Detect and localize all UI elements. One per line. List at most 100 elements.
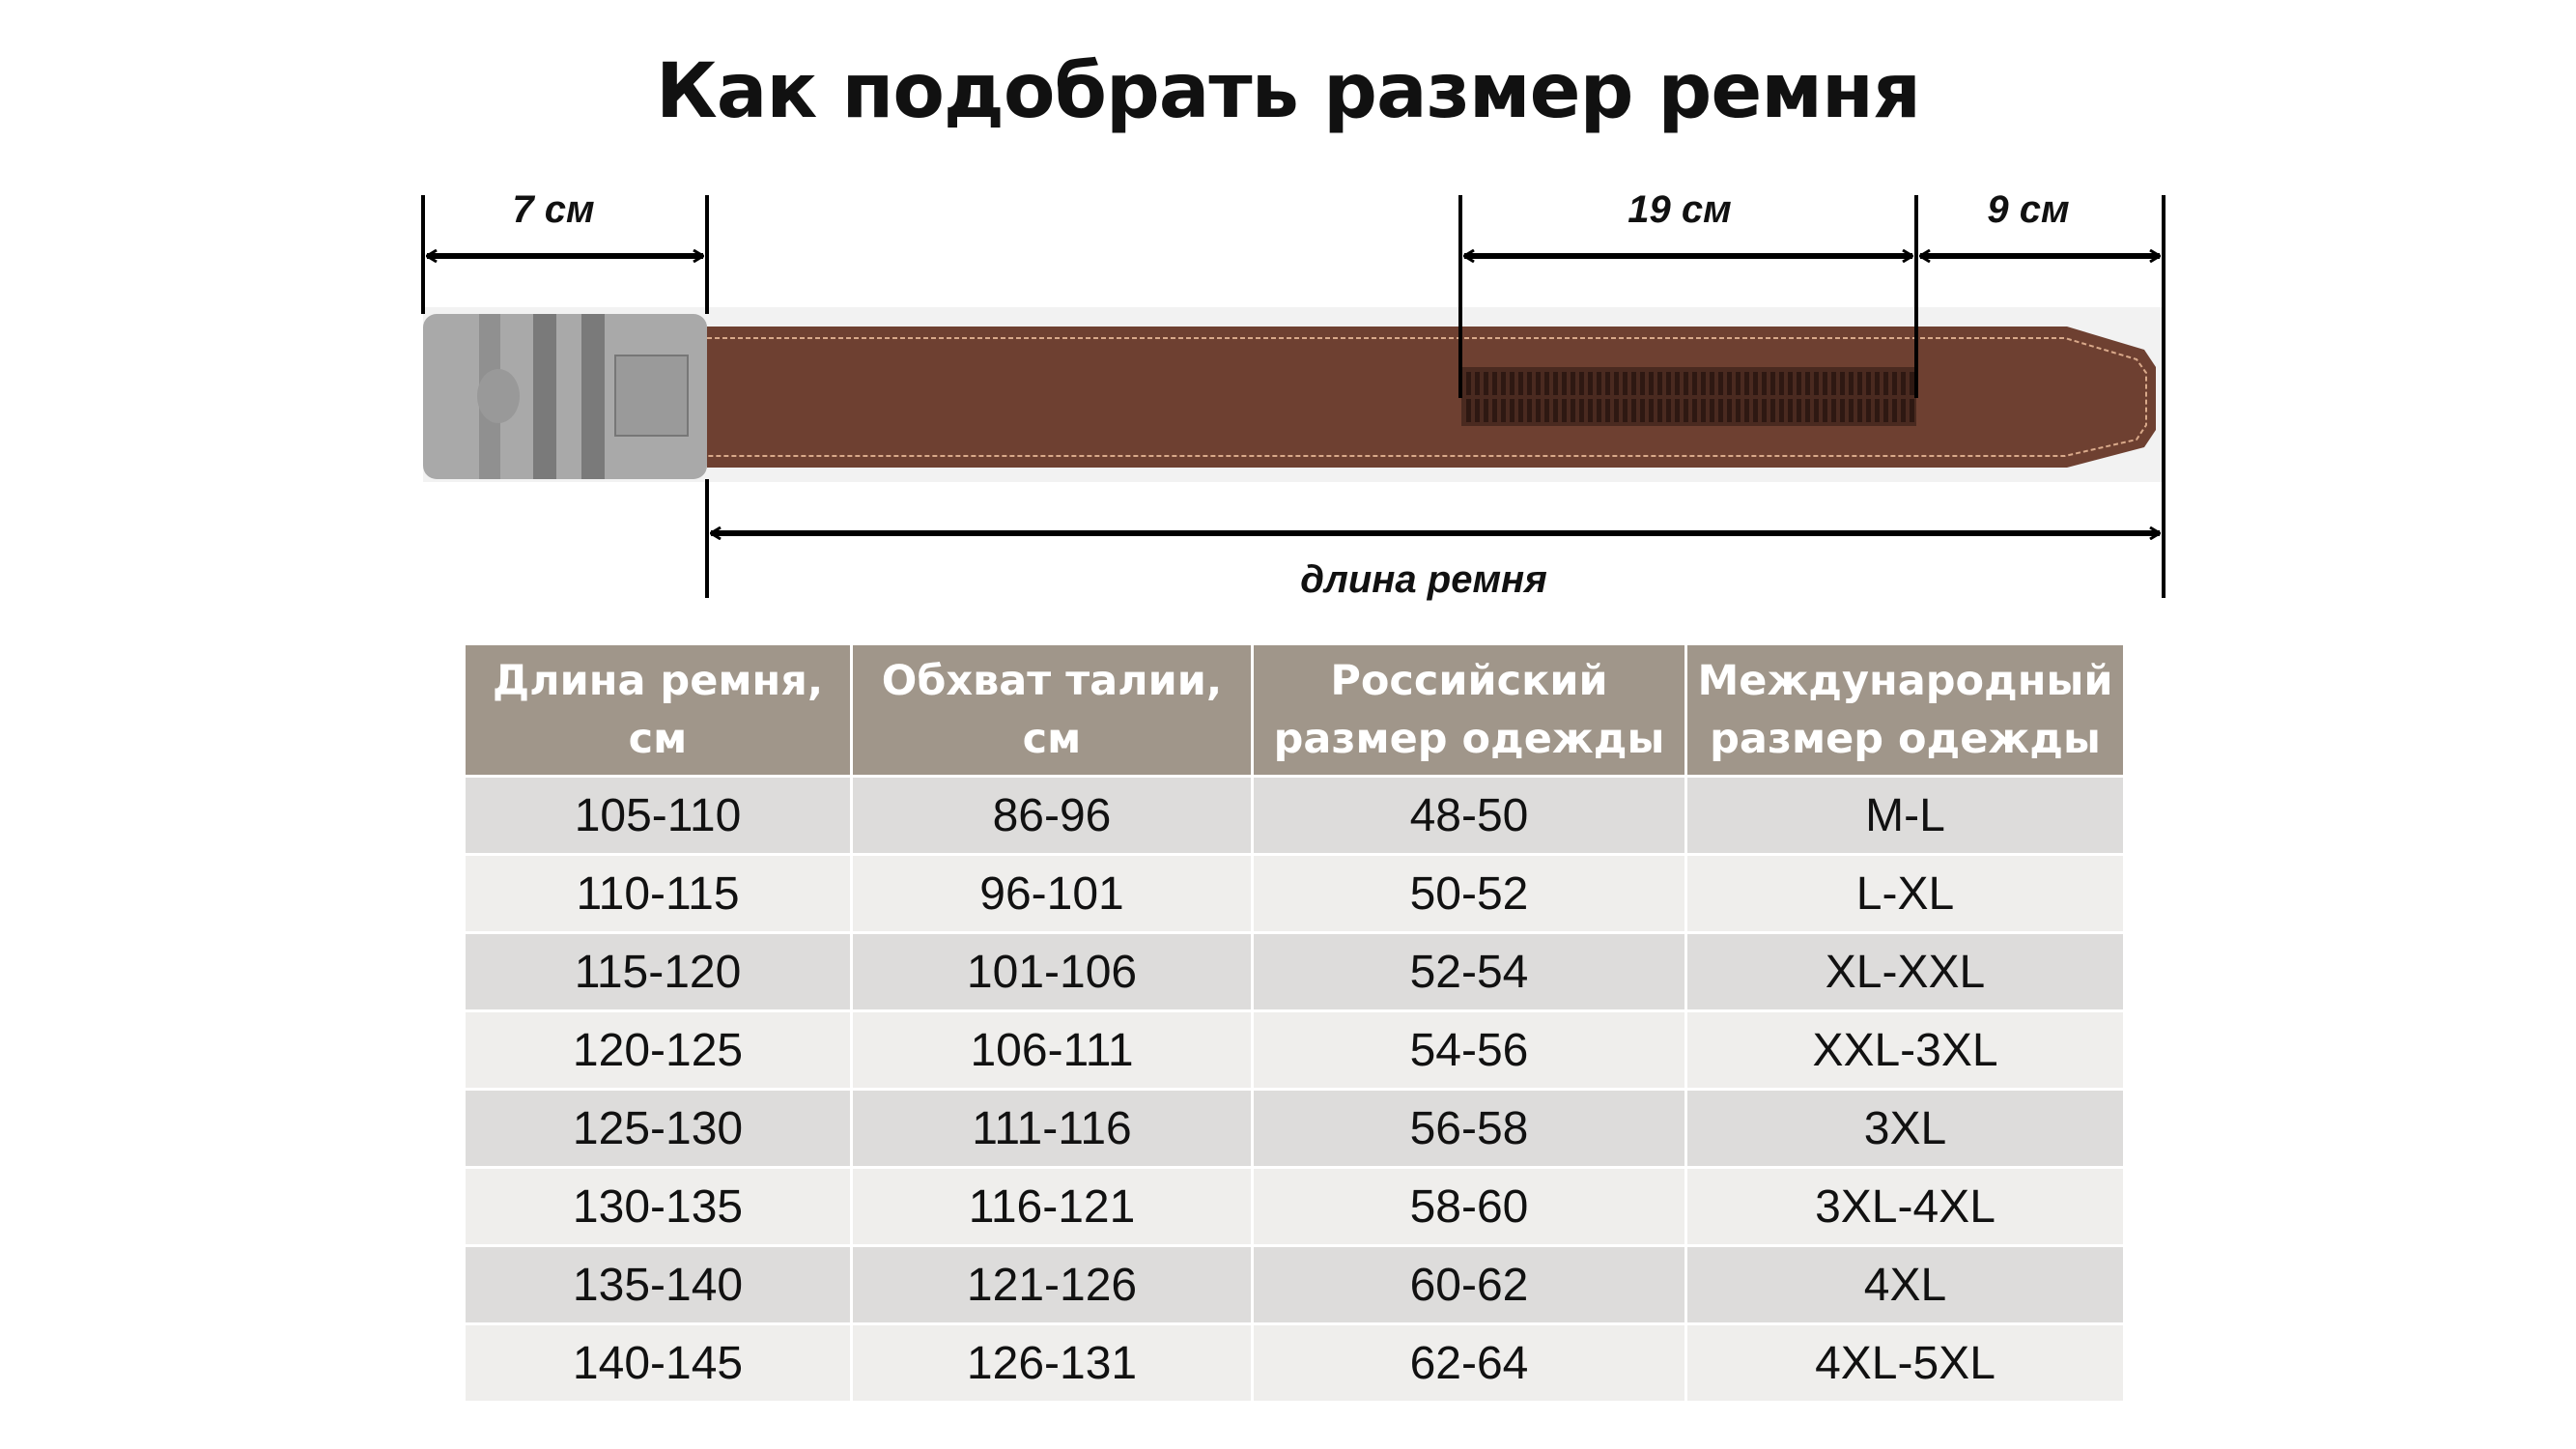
cell-international-size: 3XL — [1687, 1091, 2123, 1166]
ratchet-tooth — [1675, 399, 1680, 422]
ratchet-tooth — [1588, 372, 1593, 395]
cell-belt-length: 125-130 — [466, 1091, 850, 1166]
ratchet-tooth — [1883, 399, 1888, 422]
ratchet-tooth — [1657, 372, 1662, 395]
ratchet-tooth — [1484, 372, 1488, 395]
cell-international-size: 3XL-4XL — [1687, 1169, 2123, 1244]
ratchet-tooth — [1597, 399, 1601, 422]
ratchet-tooth — [1614, 372, 1619, 395]
ratchet-tooth — [1840, 372, 1845, 395]
ratchet-tooth — [1518, 399, 1523, 422]
ratchet-tooth — [1492, 372, 1497, 395]
ratchet-tooth — [1536, 399, 1541, 422]
ratchet-tooth — [1492, 399, 1497, 422]
ratchet-tooth — [1571, 372, 1575, 395]
ratchet-tooth — [1736, 372, 1741, 395]
ratchet-tooth — [1875, 399, 1880, 422]
cell-belt-length: 120-125 — [466, 1012, 850, 1088]
tip-dimension-label: 9 см — [1987, 188, 2070, 231]
ratchet-tooth — [1631, 372, 1636, 395]
cell-waist: 106-111 — [853, 1012, 1251, 1088]
ratchet-tooth — [1544, 399, 1549, 422]
ratchet-teeth — [1466, 372, 1914, 422]
ratchet-tooth — [1466, 399, 1471, 422]
ratchet-tooth — [1710, 399, 1714, 422]
ratchet-tooth — [1544, 372, 1549, 395]
page-title: Как подобрать размер ремня — [655, 48, 1921, 135]
ratchet-tooth — [1866, 372, 1871, 395]
cell-waist: 96-101 — [853, 856, 1251, 931]
ratchet-tooth — [1666, 399, 1671, 422]
ratchet-tooth — [1649, 372, 1654, 395]
ratchet-tooth — [1814, 399, 1819, 422]
ratchet-tooth — [1640, 399, 1645, 422]
cell-waist: 86-96 — [853, 778, 1251, 853]
ratchet-tooth — [1779, 372, 1784, 395]
header-belt-length: Длина ремня, см — [466, 645, 850, 775]
cell-russian-size: 54-56 — [1254, 1012, 1684, 1088]
ratchet-tooth — [1762, 399, 1767, 422]
ratchet-tooth — [1727, 372, 1732, 395]
ratchet-tooth — [1797, 372, 1801, 395]
cell-russian-size: 50-52 — [1254, 856, 1684, 931]
cell-waist: 121-126 — [853, 1247, 1251, 1322]
table-row: 120-125 106-111 54-56 XXL-3XL — [466, 1012, 2123, 1088]
ratchet-tooth — [1831, 372, 1836, 395]
ratchet-tooth — [1553, 372, 1558, 395]
ratchet-tooth — [1805, 372, 1810, 395]
cell-belt-length: 115-120 — [466, 934, 850, 1009]
table-row: 105-110 86-96 48-50 M-L — [466, 778, 2123, 853]
ratchet-tooth — [1527, 399, 1532, 422]
cell-waist: 116-121 — [853, 1169, 1251, 1244]
ratchet-tooth — [1571, 399, 1575, 422]
buckle-icon — [423, 314, 707, 479]
size-table: Длина ремня, см Обхват талии, см Российс… — [463, 642, 2126, 1404]
ratchet-tooth — [1823, 372, 1827, 395]
ratchet-tooth — [1588, 399, 1593, 422]
cell-russian-size: 58-60 — [1254, 1169, 1684, 1244]
ratchet-tooth — [1718, 372, 1723, 395]
ratchet-tooth — [1562, 399, 1567, 422]
cell-russian-size: 52-54 — [1254, 934, 1684, 1009]
ratchet-tooth — [1553, 399, 1558, 422]
ratchet-tooth — [1910, 372, 1914, 395]
header-international-size: Международный размер одежды — [1687, 645, 2123, 775]
ratchet-tooth — [1562, 372, 1567, 395]
cell-international-size: 4XL-5XL — [1687, 1325, 2123, 1401]
ratchet-tooth — [1875, 372, 1880, 395]
ratchet-tooth — [1823, 399, 1827, 422]
ratchet-tooth — [1892, 372, 1897, 395]
ratchet-tooth — [1849, 372, 1854, 395]
table-header-row: Длина ремня, см Обхват талии, см Российс… — [466, 645, 2123, 775]
ratchet-tooth — [1501, 372, 1506, 395]
ratchet-tooth — [1797, 399, 1801, 422]
ratchet-tooth — [1614, 399, 1619, 422]
ratchet-tooth — [1597, 372, 1601, 395]
ratchet-tooth — [1727, 399, 1732, 422]
ratchet-tooth — [1501, 399, 1506, 422]
ratchet-tooth — [1640, 372, 1645, 395]
ratchet-tooth — [1910, 399, 1914, 422]
ratchet-tooth — [1805, 399, 1810, 422]
cell-belt-length: 140-145 — [466, 1325, 850, 1401]
ratchet-tooth — [1744, 399, 1749, 422]
ratchet-tooth — [1527, 372, 1532, 395]
ratchet-tooth — [1788, 399, 1793, 422]
ratchet-tooth — [1510, 399, 1514, 422]
table-row: 135-140 121-126 60-62 4XL — [466, 1247, 2123, 1322]
ratchet-tooth — [1701, 372, 1706, 395]
cell-waist: 126-131 — [853, 1325, 1251, 1401]
header-waist: Обхват талии, см — [853, 645, 1251, 775]
cell-international-size: L-XL — [1687, 856, 2123, 931]
ratchet-tooth — [1484, 399, 1488, 422]
cell-waist: 111-116 — [853, 1091, 1251, 1166]
ratchet-tooth — [1649, 399, 1654, 422]
ratchet-tooth — [1883, 372, 1888, 395]
ratchet-tooth — [1901, 399, 1906, 422]
ratchet-tooth — [1753, 399, 1758, 422]
table-row: 125-130 111-116 56-58 3XL — [466, 1091, 2123, 1166]
ratchet-tooth — [1605, 399, 1610, 422]
ratchet-tooth — [1684, 399, 1688, 422]
ratchet-tooth — [1814, 372, 1819, 395]
ratchet-tooth — [1849, 399, 1854, 422]
